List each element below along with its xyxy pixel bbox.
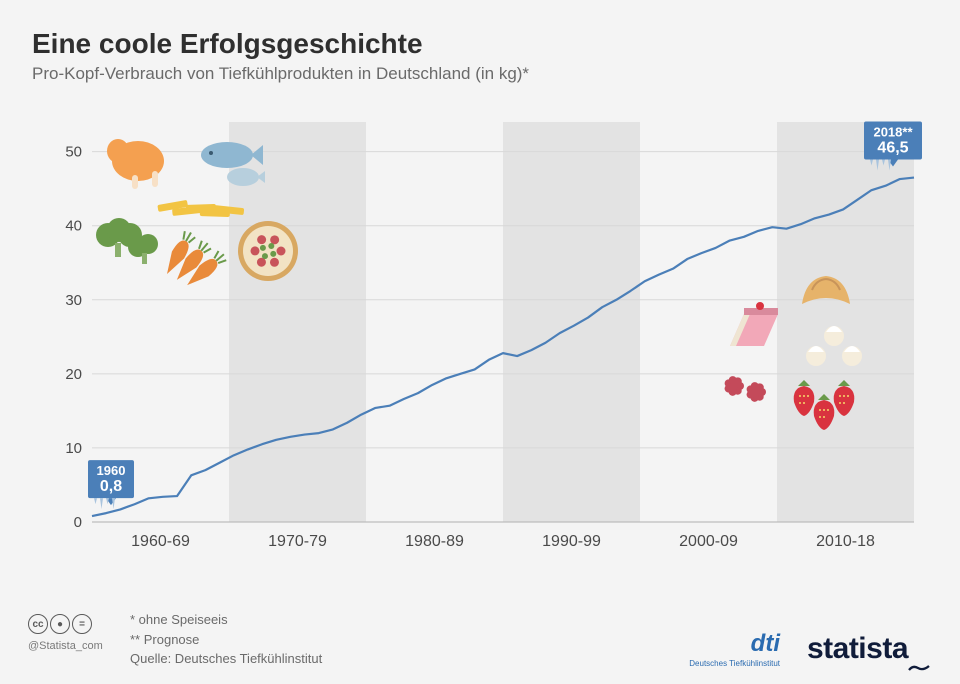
- broccoli-icon: [96, 218, 158, 264]
- svg-text:1960: 1960: [97, 463, 126, 478]
- dti-logo: dti: [751, 630, 780, 658]
- y-tick-label: 20: [65, 366, 82, 383]
- statista-logo: statista: [807, 632, 930, 666]
- pizza-icon: [238, 221, 298, 281]
- callout: 19600,8: [88, 460, 134, 509]
- svg-text:46,5: 46,5: [877, 140, 908, 157]
- y-tick-label: 40: [65, 218, 82, 235]
- by-icon: ●: [50, 614, 70, 634]
- page-title: Eine coole Erfolgsgeschichte: [32, 28, 928, 60]
- dti-logo-sub: Deutsches Tiefkühlinstitut: [689, 659, 780, 668]
- decade-band: [503, 122, 640, 522]
- svg-text:2018**: 2018**: [873, 125, 913, 140]
- twitter-handle: @Statista_com: [28, 640, 103, 652]
- footnote-1: * ohne Speiseeis: [130, 610, 322, 630]
- y-tick-label: 30: [65, 292, 82, 309]
- line-chart: 0 10 20 30 40 50 1960-69 1970-79 1980-89 1990-99 2…: [48, 116, 928, 566]
- cake-icon: [730, 302, 778, 346]
- x-tick-label: 1990-99: [542, 533, 601, 550]
- page-subtitle: Pro-Kopf-Verbrauch von Tiefkühlprodukten…: [32, 64, 928, 84]
- x-tick-label: 2000-09: [679, 533, 738, 550]
- y-tick-label: 50: [65, 144, 82, 161]
- x-tick-label: 1970-79: [268, 533, 327, 550]
- cc-license-badges: cc ● =: [28, 614, 92, 634]
- carrots-icon: [161, 229, 228, 291]
- footer: cc ● = @Statista_com * ohne Speiseeis **…: [0, 602, 960, 684]
- chart-area: 0 10 20 30 40 50 1960-69 1970-79 1980-89 1990-99 2…: [48, 116, 928, 566]
- chicken-icon: [107, 139, 164, 189]
- nd-icon: =: [72, 614, 92, 634]
- x-tick-label: 1980-89: [405, 533, 464, 550]
- svg-text:0,8: 0,8: [100, 478, 122, 495]
- footnote-source: Quelle: Deutsches Tiefkühlinstitut: [130, 649, 322, 669]
- statista-wave-icon: [908, 647, 930, 653]
- footnotes: * ohne Speiseeis ** Prognose Quelle: Deu…: [130, 610, 322, 669]
- footnote-2: ** Prognose: [130, 630, 322, 650]
- infographic-container: Eine coole Erfolgsgeschichte Pro-Kopf-Ve…: [0, 0, 960, 684]
- x-tick-label: 2010-18: [816, 533, 875, 550]
- raspberries-icon: [725, 376, 766, 402]
- cc-icon: cc: [28, 614, 48, 634]
- statista-logo-text: statista: [807, 632, 908, 665]
- x-tick-label: 1960-69: [131, 533, 190, 550]
- y-tick-label: 10: [65, 440, 82, 457]
- y-tick-label: 0: [74, 514, 82, 531]
